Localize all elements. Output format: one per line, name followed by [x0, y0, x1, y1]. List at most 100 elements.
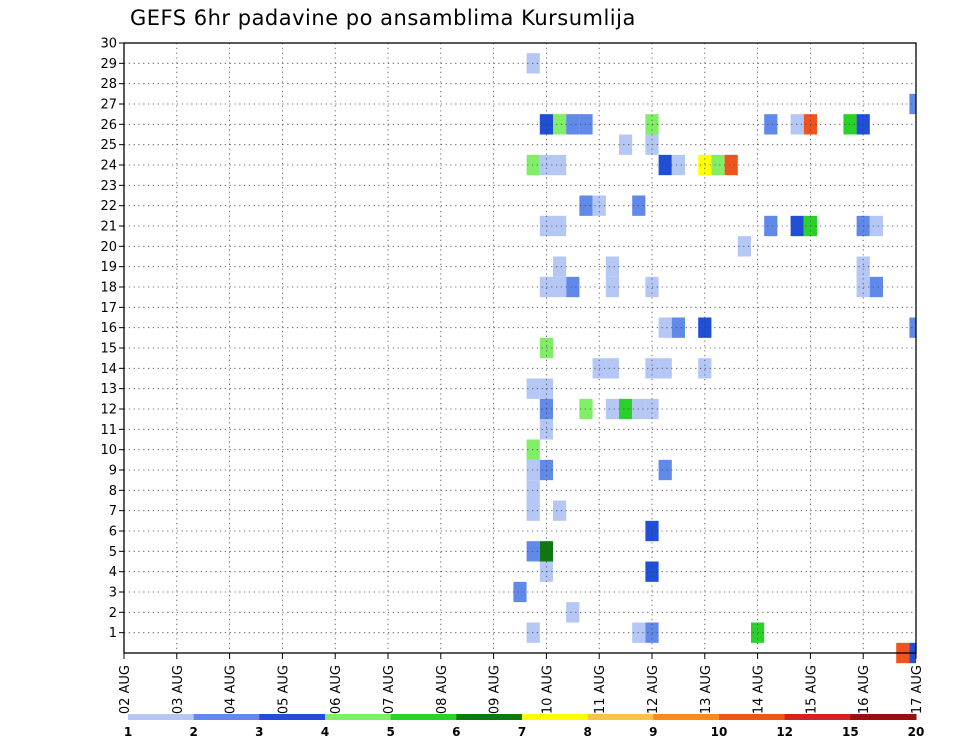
precip-cell	[605, 256, 619, 277]
y-tick-label: 23	[100, 179, 117, 194]
colorbar-label: 6	[452, 725, 460, 739]
precip-cell	[619, 134, 633, 155]
colorbar-segment	[193, 714, 260, 720]
colorbar-label: 3	[255, 725, 263, 739]
y-tick-label: 4	[109, 565, 117, 580]
x-tick-label: 13 AUG	[699, 665, 714, 714]
y-tick-label: 5	[109, 545, 117, 560]
precip-cell	[658, 154, 672, 176]
precip-cell	[605, 358, 619, 379]
precip-cell	[566, 276, 580, 298]
y-tick-label: 10	[100, 443, 117, 458]
y-tick-label: 2	[109, 606, 117, 621]
precip-cell	[553, 114, 567, 135]
colorbar-label: 4	[321, 725, 329, 739]
colorbar-label: 8	[583, 725, 591, 739]
precip-cell	[909, 317, 916, 338]
precip-cell	[553, 500, 567, 521]
x-tick-label: 05 AUG	[276, 665, 291, 714]
colorbar-label: 1	[124, 725, 132, 739]
y-tick-label: 15	[100, 342, 117, 357]
colorbar-segment	[784, 714, 851, 720]
x-tick-label: 04 AUG	[224, 665, 239, 714]
x-tick-label: 03 AUG	[171, 665, 186, 714]
precip-cell	[605, 276, 619, 298]
precip-cell	[869, 215, 883, 237]
precip-cell	[869, 276, 883, 298]
precip-cell	[856, 114, 870, 135]
y-tick-label: 8	[109, 484, 117, 499]
precip-cell	[856, 256, 870, 277]
precip-cell	[711, 154, 725, 176]
y-tick-label: 30	[100, 37, 117, 52]
colorbar-segment	[850, 714, 917, 720]
y-tick-label: 6	[109, 525, 117, 540]
colorbar-label: 5	[386, 725, 394, 739]
y-tick-label: 14	[100, 362, 117, 377]
y-tick-label: 9	[109, 464, 117, 479]
precip-cell	[553, 256, 567, 277]
x-tick-label: 17 AUG	[910, 665, 925, 714]
precip-cell	[605, 398, 619, 420]
colorbar-label: 12	[776, 725, 793, 739]
colorbar-segment	[653, 714, 720, 720]
precip-cell	[632, 622, 646, 643]
precip-cell	[619, 398, 633, 420]
precipitation-cells	[513, 53, 916, 664]
y-tick-label: 26	[100, 118, 117, 133]
x-tick-label: 14 AUG	[752, 665, 767, 714]
y-tick-label: 22	[100, 199, 117, 214]
y-tick-label: 18	[100, 281, 117, 296]
colorbar-label: 10	[711, 725, 728, 739]
precip-cell	[553, 154, 567, 176]
precip-cell	[553, 215, 567, 237]
precip-cell	[566, 114, 580, 135]
colorbar-segment	[456, 714, 523, 720]
colorbar-segment	[390, 714, 457, 720]
colorbar-segment	[587, 714, 654, 720]
x-tick-label: 02 AUG	[118, 665, 133, 714]
precip-cell	[632, 398, 646, 420]
precip-cell	[724, 154, 738, 176]
precip-cell	[658, 459, 672, 481]
colorbar-segment	[719, 714, 786, 720]
y-tick-label: 11	[100, 423, 117, 438]
y-tick-label: 28	[100, 77, 117, 92]
x-tick-label: 08 AUG	[435, 665, 450, 714]
precip-cell	[764, 215, 778, 237]
colorbar-label: 20	[908, 725, 925, 739]
precip-cell	[671, 317, 685, 338]
precip-cell	[658, 358, 672, 379]
y-tick-label: 16	[100, 321, 117, 336]
precip-cell	[764, 114, 778, 135]
y-tick-label: 25	[100, 138, 117, 153]
y-tick-label: 17	[100, 301, 117, 316]
x-tick-label: 07 AUG	[382, 665, 397, 714]
x-tick-label: 09 AUG	[488, 665, 503, 714]
y-tick-label: 24	[100, 159, 117, 174]
y-tick-label: 12	[100, 403, 117, 418]
grid-lines	[124, 43, 916, 653]
x-tick-label: 12 AUG	[646, 665, 661, 714]
y-tick-label: 3	[109, 586, 117, 601]
chart-title: GEFS 6hr padavine po ansamblima Kursumli…	[130, 6, 636, 30]
y-tick-label: 29	[100, 57, 117, 72]
precip-cell	[632, 195, 646, 216]
precip-cell	[513, 581, 527, 603]
colorbar-segment	[259, 714, 326, 720]
colorbar-label: 7	[518, 725, 526, 739]
precip-cell	[856, 276, 870, 298]
x-tick-label: 06 AUG	[329, 665, 344, 714]
axes: 1234567891011121314151617181920212223242…	[100, 37, 925, 715]
colorbar: 1 2 3 4 5 6 7 8 9 10 12 15 20	[124, 714, 925, 739]
y-tick-label: 7	[109, 504, 117, 519]
x-tick-label: 15 AUG	[804, 665, 819, 714]
precip-cell	[671, 154, 685, 176]
y-tick-label: 19	[100, 260, 117, 275]
colorbar-label: 15	[842, 725, 859, 739]
precip-cell	[658, 317, 672, 338]
colorbar-label: 9	[649, 725, 657, 739]
x-tick-label: 11 AUG	[593, 665, 608, 714]
colorbar-label: 2	[189, 725, 197, 739]
precip-cell	[566, 602, 580, 623]
